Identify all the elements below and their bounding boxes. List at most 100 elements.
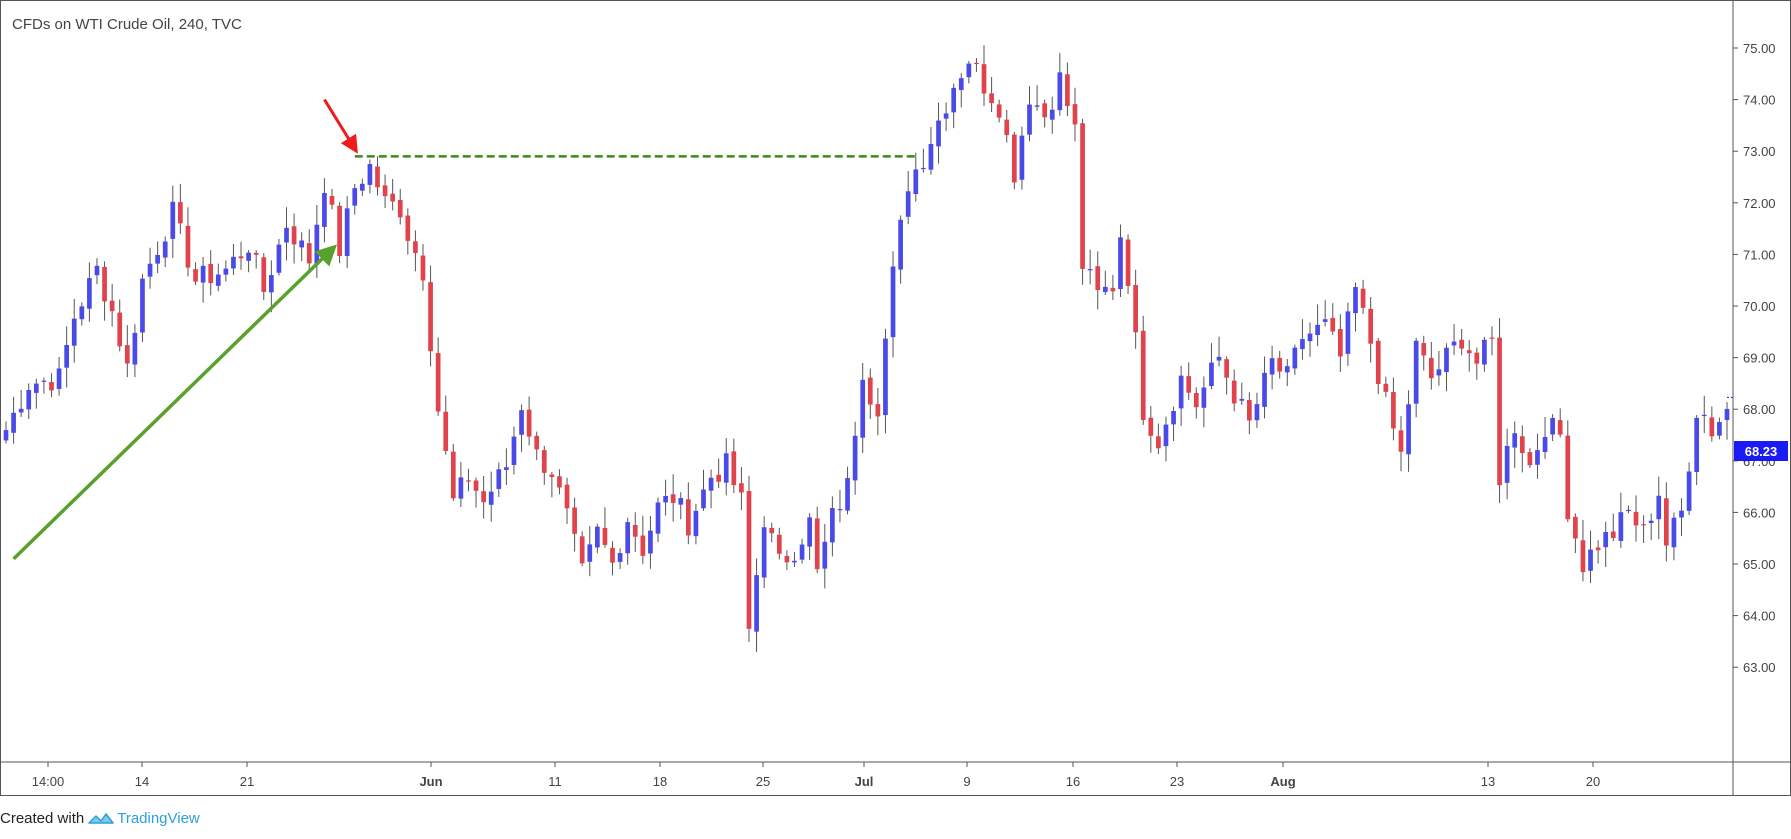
candle-body	[701, 489, 706, 509]
candle-body	[1504, 445, 1510, 483]
candle-body	[140, 278, 145, 333]
candle-body	[488, 491, 494, 505]
candle-body	[56, 368, 62, 389]
candle-body	[617, 553, 623, 562]
candle-body	[352, 188, 358, 206]
candle-body	[799, 544, 805, 560]
candle-body	[822, 541, 828, 569]
candle-body	[178, 202, 183, 224]
candle-body	[299, 240, 305, 248]
candle-body	[1080, 123, 1085, 269]
candle-body	[1610, 531, 1616, 539]
candle-body	[481, 491, 486, 503]
candle-body	[1398, 430, 1404, 452]
tradingview-link[interactable]: TradingView	[88, 810, 200, 827]
candle-body	[693, 510, 699, 537]
candle-body	[1224, 359, 1229, 378]
footer: Created with TradingView	[0, 810, 200, 827]
candle-body	[185, 225, 191, 268]
candle-body	[238, 256, 244, 259]
candle-body	[1588, 549, 1593, 571]
candle-body	[1284, 366, 1290, 373]
candle-body	[875, 404, 881, 417]
candle-body	[435, 353, 441, 412]
x-tick-label: 25	[756, 774, 770, 789]
candle-body	[1057, 72, 1063, 111]
candle-body	[291, 226, 297, 245]
candle-body	[344, 208, 350, 257]
candle-body	[117, 312, 123, 347]
candle-body	[1466, 350, 1472, 354]
candle-body	[1474, 352, 1480, 364]
candle-body	[71, 318, 77, 346]
candle-body	[784, 555, 790, 563]
candle-body	[837, 509, 843, 511]
candle-body	[155, 255, 160, 264]
candle-body	[1148, 417, 1154, 436]
price-axis[interactable]: 75.00 74.00 73.00 72.00 71.00 70.00 69.00 68.00…	[1733, 41, 1776, 675]
candle-body	[124, 345, 130, 364]
candle-body	[981, 64, 987, 94]
annotations-layer	[12, 98, 1733, 561]
candle-body	[200, 265, 206, 283]
candle-body	[1459, 339, 1464, 349]
candle-body	[1163, 424, 1169, 447]
candle-body	[655, 502, 661, 534]
x-tick-label: Aug	[1270, 774, 1295, 789]
candle-body	[1421, 343, 1427, 356]
candle-body	[428, 282, 433, 352]
candle-body	[541, 450, 547, 473]
candle-body	[511, 436, 517, 465]
candle-body	[322, 193, 327, 227]
current-price-badge: 68.23	[1734, 441, 1788, 461]
candle-body	[1383, 383, 1389, 392]
candle-body	[989, 93, 994, 104]
x-tick-label: 9	[963, 774, 970, 789]
x-tick-label: 20	[1586, 774, 1600, 789]
candle-body	[1656, 495, 1662, 520]
candle-body	[284, 227, 289, 243]
candle-body	[1353, 287, 1358, 314]
candle-body	[1633, 511, 1639, 526]
y-tick-label: 68.00	[1743, 402, 1776, 417]
y-tick-label: 72.00	[1743, 196, 1776, 211]
candle-body	[3, 430, 9, 441]
candles-layer	[3, 45, 1730, 653]
candle-body	[443, 411, 449, 451]
candle-body	[162, 241, 168, 258]
candle-body	[1663, 498, 1669, 546]
candle-body	[314, 224, 320, 265]
candle-body	[1216, 356, 1222, 361]
candle-body	[519, 410, 524, 435]
candle-body	[397, 199, 403, 218]
candle-body	[1375, 340, 1381, 385]
candle-body	[1254, 404, 1260, 421]
candle-body	[1671, 517, 1677, 548]
candle-body	[1527, 452, 1533, 466]
candle-body	[109, 300, 115, 312]
candle-body	[845, 478, 850, 511]
candle-body	[1186, 376, 1192, 393]
x-tick-label: Jul	[855, 774, 874, 789]
candle-body	[1201, 387, 1207, 408]
candle-body	[79, 306, 85, 320]
candle-body	[640, 535, 646, 556]
candle-body	[1542, 437, 1548, 453]
candle-body	[526, 409, 532, 437]
candle-body	[890, 266, 896, 338]
time-axis[interactable]: 14:00 14 21 Jun 11 18 25 Jul 9 16 23 Aug 13 20	[32, 762, 1601, 789]
candle-body	[41, 380, 47, 382]
candle-body	[678, 498, 684, 505]
candle-body	[458, 477, 464, 499]
candle-body	[1709, 417, 1715, 437]
candle-body	[473, 480, 479, 491]
candle-body	[632, 525, 638, 537]
candle-body	[147, 263, 153, 277]
y-tick-label: 63.00	[1743, 660, 1776, 675]
candle-body	[208, 263, 214, 284]
candle-body	[1519, 436, 1525, 454]
uptrend-arrow	[12, 244, 338, 561]
candle-body	[1573, 516, 1578, 539]
